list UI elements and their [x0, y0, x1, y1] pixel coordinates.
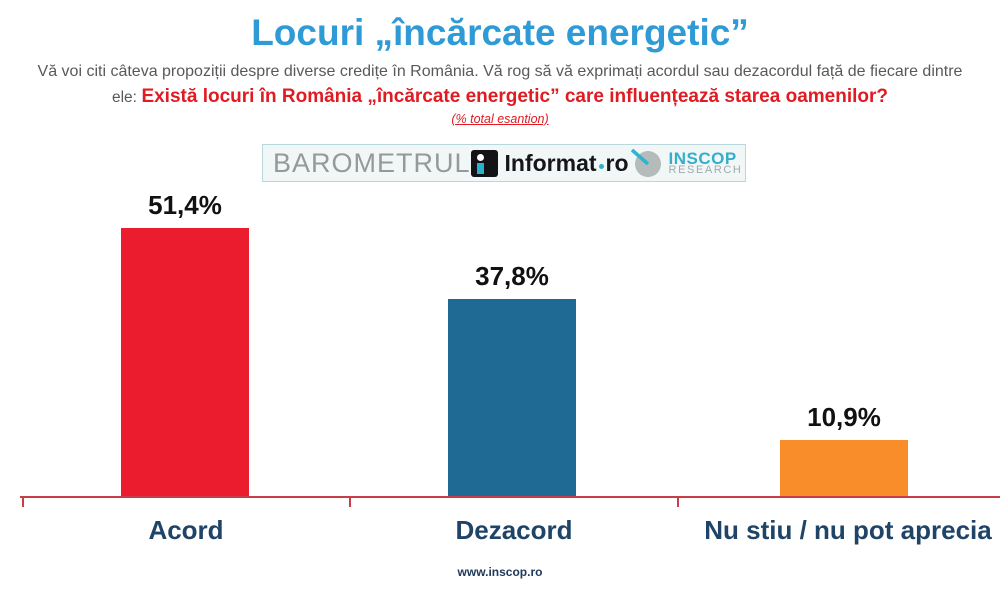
- logo-banner: BAROMETRUL Informat ro INSCOP RESEARCH: [262, 144, 746, 182]
- inscop-research-label: RESEARCH: [668, 164, 743, 176]
- website-footer: www.inscop.ro: [457, 565, 543, 579]
- informat-wordmark: Informat ro: [505, 150, 629, 177]
- sample-note: (% total esantion): [451, 112, 549, 126]
- category-label-dezacord: Dezacord: [455, 515, 573, 545]
- value-label-dezacord: 37,8%: [475, 261, 549, 291]
- value-label-acord: 51,4%: [148, 190, 222, 220]
- bar-dezacord: [448, 299, 576, 497]
- informat-name: Informat: [504, 149, 597, 176]
- barometrul-wordmark: BAROMETRUL: [273, 147, 471, 178]
- x-axis-tick: [349, 498, 351, 507]
- x-axis-line: [20, 496, 1000, 498]
- x-axis-tick: [677, 498, 679, 507]
- informat-i-icon: [470, 149, 498, 177]
- informat-icon-dot: [476, 153, 484, 161]
- bar-group-nu-stiu: 10,9%: [780, 402, 908, 497]
- informat-dot-separator: [598, 163, 604, 169]
- question-line: ele: Există locuri în România „încărcate…: [0, 86, 1000, 108]
- bar-acord: [121, 228, 249, 497]
- informat-ro-logo: Informat ro: [470, 149, 629, 177]
- bar-group-dezacord: 37,8%: [448, 261, 576, 497]
- informat-tld: ro: [605, 149, 629, 176]
- intro-text: Vă voi citi câteva propoziții despre div…: [37, 63, 963, 80]
- value-label-nu-stiu: 10,9%: [807, 402, 881, 432]
- category-label-nu-stiu: Nu stiu / nu pot aprecia: [704, 515, 992, 545]
- informat-icon-stem: [476, 162, 484, 174]
- inscop-compass-icon: [630, 148, 661, 177]
- inscop-wordmark: INSCOP RESEARCH: [669, 150, 743, 176]
- inscop-research-logo: INSCOP RESEARCH: [629, 147, 743, 179]
- bar-nu-stiu: [780, 440, 908, 497]
- category-label-acord: Acord: [148, 515, 224, 545]
- bar-group-acord: 51,4%: [121, 190, 249, 497]
- x-axis-tick: [22, 498, 24, 507]
- inscop-name: INSCOP: [668, 149, 737, 168]
- question-text: Există locuri în România „încărcate ener…: [141, 86, 888, 107]
- chart-title: Locuri „încărcate energetic”: [251, 12, 749, 53]
- question-prefix: ele:: [111, 89, 137, 106]
